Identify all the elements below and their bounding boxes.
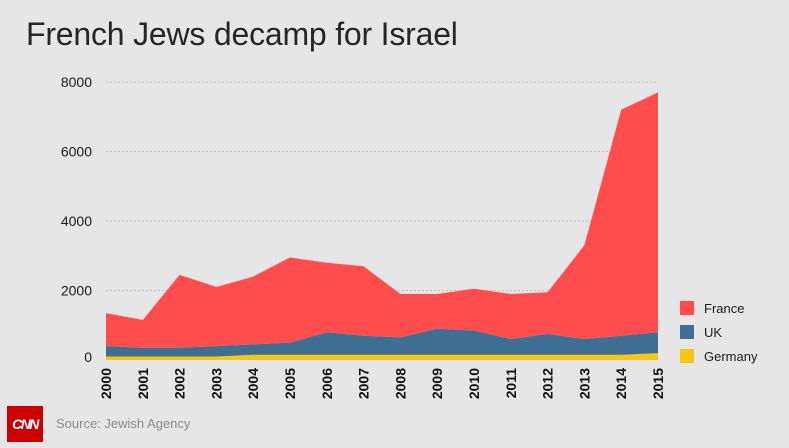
y-tick-label: 8000 — [61, 74, 92, 90]
legend-swatch — [680, 325, 694, 339]
legend-swatch — [680, 301, 694, 315]
y-tick-label: 2000 — [61, 283, 92, 299]
legend-item-france: France — [680, 296, 757, 320]
x-tick-label: 2003 — [208, 368, 224, 399]
x-tick-label: 2006 — [319, 368, 335, 399]
x-tick-label: 2000 — [98, 368, 114, 399]
x-tick-label: 2015 — [650, 368, 666, 399]
chart-areas — [106, 92, 658, 360]
legend-swatch — [680, 349, 694, 363]
y-tick-label: 6000 — [61, 144, 92, 160]
area-uk — [106, 328, 658, 357]
x-tick-label: 2002 — [172, 368, 188, 399]
legend-item-uk: UK — [680, 320, 757, 344]
x-tick-label: 2004 — [245, 368, 261, 399]
x-tick-label: 2009 — [429, 368, 445, 399]
x-tick-label: 2010 — [466, 368, 482, 399]
legend-label: France — [704, 300, 745, 316]
x-tick-label: 2013 — [576, 368, 592, 399]
legend-item-germany: Germany — [680, 344, 757, 368]
area-germany — [106, 353, 658, 360]
legend-label: UK — [704, 324, 723, 340]
y-tick-label: 4000 — [61, 213, 92, 229]
x-tick-label: 2007 — [356, 368, 372, 399]
area-france — [106, 92, 658, 348]
legend-label: Germany — [704, 348, 758, 364]
x-axis-ticks: 2000 2001 2002 2003 2004 2005 2006 2007 2008 2009… — [98, 368, 666, 399]
x-tick-label: 2008 — [392, 368, 408, 399]
y-tick-label: 0 — [84, 349, 92, 365]
x-tick-label: 2001 — [135, 368, 151, 399]
y-axis-ticks: 0 2000 4000 6000 8000 — [61, 74, 92, 365]
cnn-logo: CNN — [7, 406, 43, 442]
x-tick-label: 2014 — [613, 368, 629, 399]
x-tick-label: 2012 — [540, 368, 556, 399]
x-tick-label: 2011 — [503, 368, 519, 399]
x-tick-label: 2005 — [282, 368, 298, 399]
chart-legend: France UK Germany — [680, 296, 757, 368]
source-note: Source: Jewish Agency — [56, 416, 191, 431]
chart-title: French Jews decamp for Israel — [26, 16, 458, 52]
